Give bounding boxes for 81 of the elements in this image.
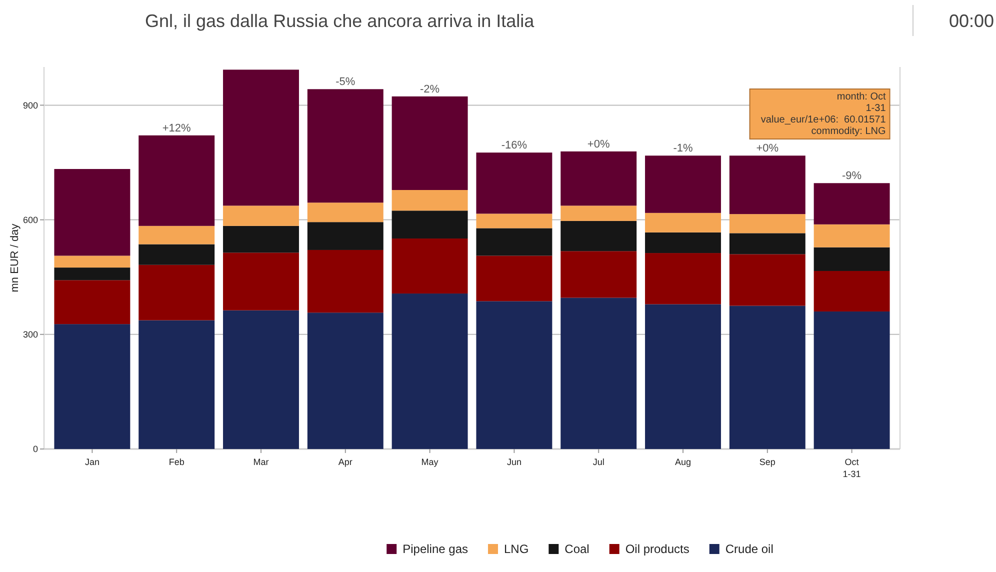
x-tick-label: Aug: [674, 457, 692, 467]
bar: [392, 190, 468, 211]
bar: [54, 268, 130, 280]
y-axis-title: mn EUR / day: [9, 223, 21, 292]
bar: [814, 270, 890, 312]
bar: [392, 210, 468, 239]
x-tick-label: Jul: [592, 457, 604, 467]
bar: [223, 252, 299, 310]
annotation: -2%: [420, 83, 440, 96]
bar: [729, 254, 806, 306]
legend-label: LNG: [504, 542, 529, 556]
y-tick-label: 900: [22, 100, 38, 110]
bar: [814, 183, 890, 224]
bar: [307, 312, 384, 449]
annotation: month: Oct 1-31 value_eur/1e+06: 60.01571 commodity: LNG: [760, 92, 886, 137]
bar: [560, 251, 637, 298]
bar: [814, 311, 890, 449]
x-tick-label: Mar: [253, 457, 269, 467]
x-tick-label: Jun: [506, 457, 522, 467]
bar: [138, 244, 215, 265]
y-tick-label: 600: [22, 214, 38, 225]
bar: [223, 70, 299, 206]
bar: [138, 226, 215, 244]
bar: [392, 96, 468, 190]
bar: [729, 156, 806, 214]
bar: [560, 298, 637, 449]
bar: [54, 280, 130, 324]
bar: [307, 250, 384, 313]
x-tick-label: Feb: [168, 457, 184, 467]
bar: [729, 214, 806, 234]
bar: [223, 206, 299, 226]
bar: [138, 320, 215, 449]
annotation: +0%: [587, 138, 610, 150]
bar: [392, 294, 468, 449]
annotation: -5%: [336, 76, 356, 88]
bar: [476, 152, 552, 214]
bar: [476, 228, 552, 256]
x-tick-label: Sep: [759, 457, 776, 467]
bar: [476, 214, 552, 228]
bar: [729, 233, 806, 254]
x-tick-label: May: [421, 457, 439, 467]
legend-label: Coal: [564, 542, 590, 556]
legend-label: Oil products: [625, 542, 690, 556]
x-tick-label: Apr: [338, 457, 352, 467]
bar: [138, 135, 215, 226]
bar: [645, 232, 721, 254]
bar: [814, 247, 890, 271]
y-tick-label: 300: [22, 330, 38, 340]
bar: [223, 310, 299, 449]
bar: [54, 256, 130, 268]
bar: [560, 220, 637, 252]
text: 00:00: [948, 11, 994, 31]
bar: [307, 222, 384, 250]
bar: [645, 304, 721, 449]
bar: [392, 238, 468, 294]
annotation: -16%: [501, 140, 528, 152]
bar: [307, 89, 384, 203]
bar: [307, 202, 384, 222]
bar: [645, 212, 721, 232]
bar: [814, 224, 890, 248]
annotation: +12%: [162, 122, 192, 134]
annotation: +0%: [756, 142, 779, 155]
bar: [138, 264, 215, 320]
bar: [560, 151, 637, 206]
bar: [223, 226, 299, 253]
bar: [54, 324, 130, 449]
bar: [54, 168, 130, 256]
bar: [645, 156, 721, 213]
x-tick-label: Oct 1-31: [842, 457, 861, 479]
legend-label: Crude oil: [725, 542, 774, 556]
y-tick-label: 0: [32, 444, 38, 454]
annotation: -1%: [673, 142, 693, 155]
chart-title: Gnl, il gas dalla Russia che ancora arriva in Italia: [145, 11, 536, 31]
bar: [476, 301, 552, 449]
annotation: -9%: [842, 170, 862, 182]
x-tick-label: Jan: [84, 457, 100, 467]
bar: [476, 256, 552, 302]
bar: [729, 306, 806, 449]
bar: [645, 253, 721, 304]
legend-label: Pipeline gas: [402, 542, 468, 556]
bar: [560, 206, 637, 221]
